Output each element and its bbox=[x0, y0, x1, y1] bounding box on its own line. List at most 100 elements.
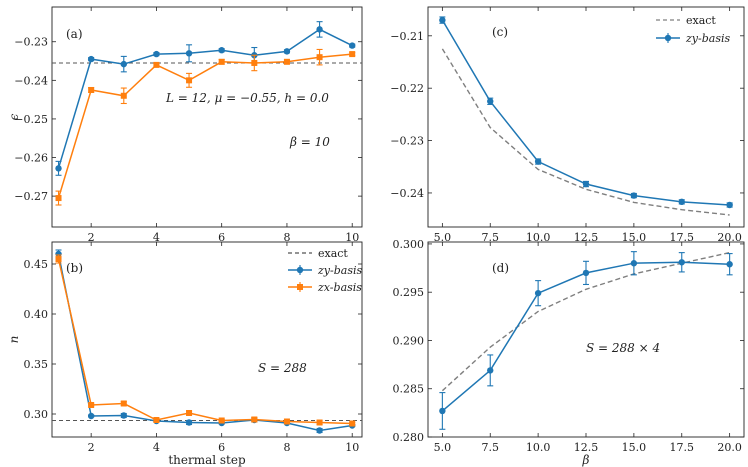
data-point-square bbox=[55, 256, 62, 262]
y-tick-label: −0.25 bbox=[14, 113, 48, 126]
data-point-circle bbox=[316, 26, 323, 33]
data-point-circle bbox=[630, 260, 638, 267]
x-tick-label: 7.5 bbox=[481, 441, 499, 454]
data-point-circle bbox=[55, 250, 62, 258]
data-point-square bbox=[153, 61, 160, 68]
data-point-circle bbox=[439, 16, 446, 24]
data-point-circle bbox=[534, 158, 542, 165]
legend-label-zy: zy-basis bbox=[317, 264, 362, 277]
y-tick-label: 0.45 bbox=[24, 258, 49, 271]
panel-label: (a) bbox=[66, 27, 83, 41]
data-point-circle bbox=[487, 98, 494, 105]
data-point-circle bbox=[678, 259, 685, 266]
y-tick-label: −0.24 bbox=[14, 74, 48, 87]
panel-a: 2 4 6 8 10 −0.27 −0.26 −0.25 −0.24 −0.23 (a) ϵ L = 1… bbox=[7, 6, 363, 244]
legend-swatch-marker bbox=[664, 34, 672, 42]
data-point-square bbox=[120, 92, 127, 99]
panel-d: 5.0 7.5 10.0 12.5 15.0 17.5 20.0 0.280 0.285 0.29… bbox=[393, 238, 745, 467]
x-axis-label: β bbox=[582, 453, 590, 467]
x-tick-label: 17.5 bbox=[670, 231, 695, 244]
x-tick-label: 4 bbox=[153, 441, 160, 454]
series-line bbox=[57, 53, 353, 199]
y-tick-label: 0.35 bbox=[24, 358, 49, 371]
data-point-circle bbox=[439, 407, 446, 415]
panel-label: (d) bbox=[492, 261, 509, 275]
legend-label-zx: zx-basis bbox=[317, 281, 362, 294]
data-point-circle bbox=[726, 261, 733, 268]
data-point-square bbox=[251, 59, 258, 66]
y-tick-label: 0.300 bbox=[393, 238, 425, 251]
data-point-square bbox=[153, 417, 160, 423]
data-point-circle bbox=[487, 367, 494, 374]
series-line-exact bbox=[441, 48, 730, 216]
data-point-square bbox=[349, 51, 356, 58]
legend-label-exact: exact bbox=[318, 247, 348, 260]
y-tick-label: 0.295 bbox=[393, 286, 425, 299]
data-point-circle bbox=[87, 55, 95, 63]
x-tick-label: 10.0 bbox=[526, 441, 551, 454]
data-point-circle bbox=[218, 47, 225, 54]
x-tick-label: 12.5 bbox=[574, 231, 599, 244]
legend-swatch-marker bbox=[296, 266, 304, 274]
y-tick-label: −0.23 bbox=[390, 135, 424, 148]
y-tick-label: −0.23 bbox=[14, 36, 48, 49]
data-point-circle bbox=[582, 269, 590, 277]
data-point-square bbox=[251, 416, 258, 423]
data-point-circle bbox=[185, 419, 193, 426]
x-tick-label: 10.0 bbox=[526, 231, 551, 244]
data-point-square bbox=[88, 402, 95, 408]
series-line bbox=[441, 19, 730, 206]
y-tick-label: 0.290 bbox=[393, 334, 425, 347]
y-tick-label: 0.30 bbox=[24, 408, 49, 421]
x-tick-label: 10 bbox=[345, 231, 359, 244]
data-point-square bbox=[218, 58, 225, 65]
panel-c: 5.0 7.5 10.0 12.5 15.0 17.5 20.0 −0.24 −0.23 −0.2… bbox=[390, 6, 745, 244]
x-tick-label: 7.5 bbox=[481, 231, 499, 244]
y-axis-label: ϵ bbox=[7, 113, 21, 120]
x-tick-label: 5.0 bbox=[434, 231, 452, 244]
panel-label: (c) bbox=[492, 25, 508, 39]
data-point-square bbox=[283, 418, 290, 425]
data-point-square bbox=[316, 54, 323, 61]
x-tick-label: 10 bbox=[345, 441, 359, 454]
data-point-circle bbox=[630, 192, 638, 199]
x-tick-label: 8 bbox=[283, 231, 290, 244]
y-axis-label: n bbox=[7, 336, 21, 344]
x-tick-label: 2 bbox=[88, 231, 95, 244]
data-point-square bbox=[349, 420, 356, 427]
series-line bbox=[57, 258, 353, 425]
y-tick-label: −0.27 bbox=[14, 190, 48, 203]
data-point-circle bbox=[349, 42, 356, 49]
data-point-circle bbox=[120, 60, 127, 68]
x-tick-label: 15.0 bbox=[622, 231, 647, 244]
annotation-S: S = 288 bbox=[258, 361, 307, 375]
plot-frame bbox=[51, 6, 363, 228]
data-point-square bbox=[186, 77, 193, 84]
plot-frame bbox=[51, 241, 363, 438]
annotation-params: L = 12, μ = −0.55, h = 0.0 bbox=[165, 91, 329, 105]
panel-label: (b) bbox=[66, 261, 83, 275]
data-point-square bbox=[283, 58, 290, 65]
data-point-circle bbox=[316, 427, 323, 434]
data-point-square bbox=[186, 410, 193, 416]
data-point-circle bbox=[153, 50, 160, 58]
x-tick-label: 2 bbox=[88, 441, 95, 454]
x-tick-label: 12.5 bbox=[574, 441, 599, 454]
data-point-square bbox=[88, 86, 95, 93]
data-point-circle bbox=[678, 198, 685, 206]
legend-swatch-marker bbox=[297, 284, 303, 290]
x-tick-label: 15.0 bbox=[622, 441, 647, 454]
x-tick-label: 17.5 bbox=[670, 441, 695, 454]
data-point-square bbox=[218, 417, 225, 424]
x-tick-label: 6 bbox=[218, 231, 225, 244]
x-tick-label: 20.0 bbox=[717, 441, 742, 454]
y-tick-label: −0.24 bbox=[390, 187, 424, 200]
panel-b: 2 4 6 8 10 0.30 0.35 0.40 0.45 (b) n thermal step S … bbox=[7, 241, 363, 467]
x-tick-label: 5.0 bbox=[434, 441, 452, 454]
y-tick-label: 0.40 bbox=[24, 308, 49, 321]
data-point-circle bbox=[120, 412, 127, 419]
legend-b: exact zy-basis zx-basis bbox=[288, 247, 362, 294]
series-line bbox=[57, 28, 353, 169]
data-point-square bbox=[120, 400, 127, 407]
